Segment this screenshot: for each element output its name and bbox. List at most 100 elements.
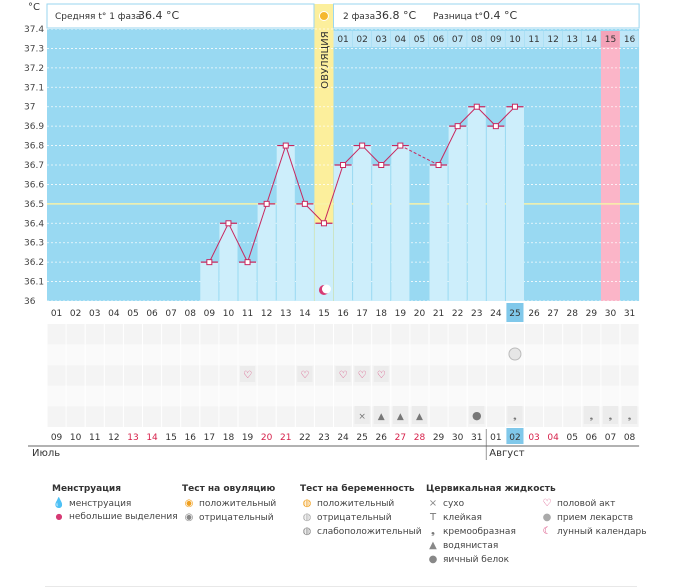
date-label: 08 xyxy=(624,433,636,443)
post-ov-day-cell xyxy=(524,31,544,47)
post-ov-day-cell xyxy=(600,31,620,47)
cervical-icon: × xyxy=(358,412,366,422)
legend-label: положительный xyxy=(199,499,277,509)
date-label: 24 xyxy=(337,433,349,443)
cycle-day-label: 30 xyxy=(605,309,617,319)
cycle-day-label: 31 xyxy=(624,309,635,319)
y-axis-unit: °C xyxy=(28,2,40,13)
post-ov-day-label: 01 xyxy=(337,35,348,45)
cervical-icon: ❟ xyxy=(513,412,517,422)
cervical-icon: ▲ xyxy=(378,412,385,422)
cycle-day-label: 23 xyxy=(471,309,482,319)
cycle-day-label: 04 xyxy=(108,309,120,319)
date-label: 30 xyxy=(452,433,464,443)
date-label: 21 xyxy=(280,433,291,443)
cycle-day-label: 09 xyxy=(204,309,216,319)
legend-menstruation-item: 💧 менструация xyxy=(52,498,132,509)
post-ov-day-label: 11 xyxy=(528,35,539,45)
heart-icon: ♡ xyxy=(358,370,367,381)
legend-medication: ● прием лекарств xyxy=(540,512,633,523)
legend-preg-negative: ◍ отрицательный xyxy=(300,512,392,523)
temp-point xyxy=(282,142,289,149)
post-ov-day-label: 15 xyxy=(605,35,616,45)
date-label: 18 xyxy=(223,433,235,443)
date-label: 31 xyxy=(471,433,482,443)
cycle-day-label: 12 xyxy=(261,309,272,319)
diff-label: Разница t° xyxy=(433,12,483,22)
temp-line-segment xyxy=(476,106,497,127)
cycle-day-label: 15 xyxy=(318,309,329,319)
cycle-day-label: 29 xyxy=(586,309,598,319)
cycle-day-label: 26 xyxy=(528,309,540,319)
legend-label: половой акт xyxy=(557,499,616,509)
heart-icon: ♡ xyxy=(300,370,309,381)
temp-point xyxy=(244,259,251,266)
date-label: 03 xyxy=(528,433,539,443)
cycle-day-label: 11 xyxy=(242,309,253,319)
cervical-icon: ● xyxy=(472,409,482,422)
temp-line-segment xyxy=(266,145,287,205)
preg-test-icon xyxy=(508,347,522,361)
cycle-day-label: 02 xyxy=(70,309,81,319)
pill-icon: ● xyxy=(542,512,552,523)
temp-bar xyxy=(448,126,467,302)
temp-bar xyxy=(334,165,353,301)
heart-icon: ♡ xyxy=(243,370,252,381)
y-tick-label: 37 xyxy=(24,103,35,113)
temp-line-segment xyxy=(457,106,478,127)
month-label-july: Июль xyxy=(32,448,60,459)
cervical-cell xyxy=(411,406,427,424)
ovulation-label: ОВУЛЯЦИЯ xyxy=(320,31,331,89)
temp-point xyxy=(492,123,499,130)
date-label: 22 xyxy=(299,433,310,443)
legend-ov-negative: ◉ отрицательный xyxy=(182,512,274,523)
cervical-cell xyxy=(583,406,599,424)
y-tick-label: 36.4 xyxy=(24,219,44,229)
cervical-cell xyxy=(622,406,638,424)
preg-positive-icon: ◍ xyxy=(302,498,312,509)
legend-label: слабоположительный xyxy=(317,527,422,537)
temp-point xyxy=(320,220,327,227)
small-drop-icon: ● xyxy=(55,512,63,521)
date-label: 29 xyxy=(433,433,445,443)
post-ov-day-label: 05 xyxy=(414,35,425,45)
y-tick-label: 36.7 xyxy=(24,161,44,171)
post-ov-day-cell xyxy=(486,31,505,47)
cycle-day-label: 05 xyxy=(127,309,138,319)
legend-ov-positive: ◉ положительный xyxy=(182,498,277,509)
cervical-icon: ❟ xyxy=(628,412,632,422)
post-ov-day-label: 13 xyxy=(567,35,578,45)
phase2-value: 36.8 °C xyxy=(375,9,416,22)
cycle-day-label: 18 xyxy=(376,309,388,319)
preg-negative-icon: ◍ xyxy=(302,512,312,523)
y-tick-label: 36.2 xyxy=(24,258,44,268)
phase1-value: 36.4 °C xyxy=(138,9,179,22)
cycle-day-label: 01 xyxy=(51,309,62,319)
temp-point xyxy=(225,220,232,227)
temp-point xyxy=(206,259,213,266)
cervical-icon: ❟ xyxy=(609,412,613,422)
heart-icon: ♡ xyxy=(542,498,552,509)
cervical-cell xyxy=(392,406,408,424)
post-ov-day-label: 02 xyxy=(356,35,367,45)
date-label: 16 xyxy=(185,433,197,443)
temp-point xyxy=(301,200,308,207)
cervical-cell xyxy=(602,406,618,424)
date-label: 06 xyxy=(586,433,598,443)
moon-icon: ☾ xyxy=(542,526,552,537)
legend-cervical-watery: ▲ водянистая xyxy=(426,540,498,551)
temp-line-segment xyxy=(400,145,439,166)
temp-point xyxy=(340,162,347,168)
symptom-row xyxy=(47,406,640,427)
dry-icon: × xyxy=(428,498,438,509)
phase1-label: Средняя t° 1 фаза xyxy=(55,12,141,22)
cycle-day-label: 25 xyxy=(509,309,520,319)
date-label: 23 xyxy=(318,433,329,443)
temp-bar xyxy=(429,165,448,301)
temp-bar xyxy=(238,262,257,301)
post-ov-day-cell xyxy=(467,31,486,47)
y-tick-label: 37.4 xyxy=(24,25,44,35)
date-label: 09 xyxy=(51,433,63,443)
y-tick-label: 36 xyxy=(24,297,36,307)
